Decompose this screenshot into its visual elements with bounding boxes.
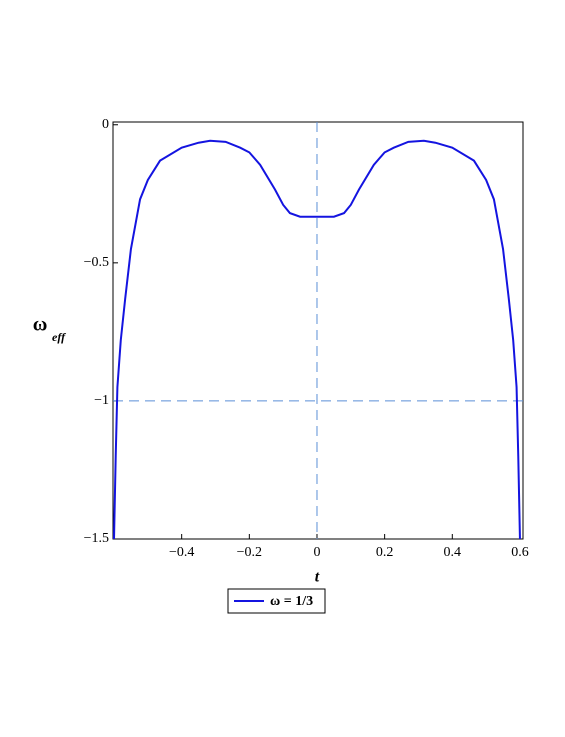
- x-tick-label: 0: [313, 545, 320, 560]
- y-axis-label-sub: eff: [52, 330, 66, 344]
- plot-frame: [112, 121, 524, 540]
- y-tick-label: −1.5: [84, 531, 109, 546]
- data-line: [113, 139, 521, 540]
- y-tick-label: 0: [102, 117, 109, 132]
- x-tick-label: −0.4: [169, 545, 194, 560]
- x-tick-label: −0.2: [237, 545, 262, 560]
- x-tick-label: 0.6: [511, 545, 529, 560]
- y-tick-label: −0.5: [84, 255, 109, 270]
- x-axis-label: t: [315, 569, 320, 586]
- x-tick-label: 0.2: [376, 545, 394, 560]
- y-tick-label: −1: [94, 393, 109, 408]
- y-axis-label: ω: [33, 314, 48, 336]
- legend-label: ω = 1/3: [270, 594, 313, 609]
- x-tick-label: 0.4: [444, 545, 462, 560]
